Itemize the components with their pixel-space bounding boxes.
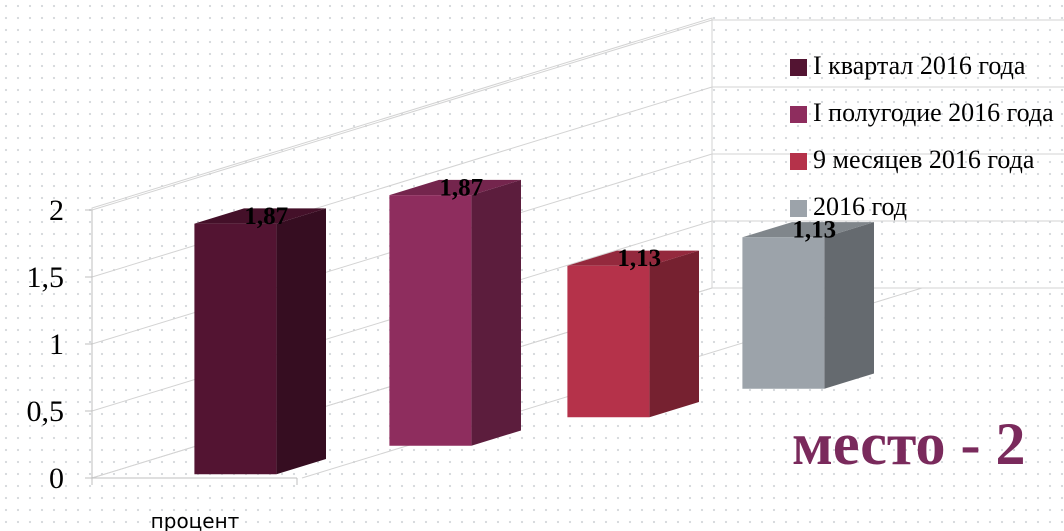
legend-label-9m: 9 месяцев 2016 года [813, 145, 1035, 174]
place-annotation: место - 2 [792, 411, 1026, 477]
bar-top [567, 250, 699, 266]
bar-front [194, 223, 277, 475]
data-label: 1,13 [792, 217, 836, 244]
legend-item-9m: 9 месяцев 2016 года [790, 144, 1064, 175]
bar-side [471, 179, 521, 446]
legend-swatch-q1 [790, 59, 807, 76]
category-label: процент [151, 509, 240, 531]
legend-swatch-h1 [790, 106, 807, 123]
data-label: 1,87 [244, 203, 288, 230]
data-label: 1,13 [617, 245, 661, 272]
bar-top [742, 222, 874, 238]
value-axis: 0 0,5 1 1,5 2 [27, 194, 298, 495]
bars [194, 179, 874, 475]
bar-side [824, 222, 874, 389]
y-tick-label: 1,5 [27, 261, 65, 294]
bar-2 [389, 179, 521, 446]
y-tick-label: 2 [49, 194, 64, 227]
bar-front [567, 265, 650, 418]
y-tick-label: 0 [49, 462, 64, 495]
bar-top [194, 208, 326, 224]
bar-top [389, 179, 521, 196]
legend: I квартал 2016 года I полугодие 2016 год… [790, 50, 1064, 238]
legend-label-year: 2016 год [813, 192, 907, 221]
bar-side [649, 250, 699, 418]
data-labels: 1,13 1,13 1,87 1,87 [244, 175, 836, 273]
y-tick-label: 0,5 [27, 395, 65, 428]
legend-swatch-9m [790, 153, 807, 170]
legend-label-h1: I полугодие 2016 года [813, 98, 1054, 127]
legend-swatch-year [790, 200, 807, 217]
bar-front [742, 237, 825, 389]
bar-3 [567, 250, 699, 418]
bar-front [389, 195, 472, 446]
legend-item-h1: I полугодие 2016 года [790, 97, 1064, 128]
legend-label-q1: I квартал 2016 года [813, 51, 1026, 80]
y-tick-label: 1 [49, 328, 64, 361]
legend-item-year: 2016 год [790, 191, 1064, 222]
bar-1 [194, 208, 326, 475]
bar-4 [742, 222, 874, 389]
legend-item-q1: I квартал 2016 года [790, 50, 1064, 81]
gridline-diagonal [91, 19, 713, 211]
bar-side [276, 208, 326, 475]
data-label: 1,87 [439, 175, 483, 202]
